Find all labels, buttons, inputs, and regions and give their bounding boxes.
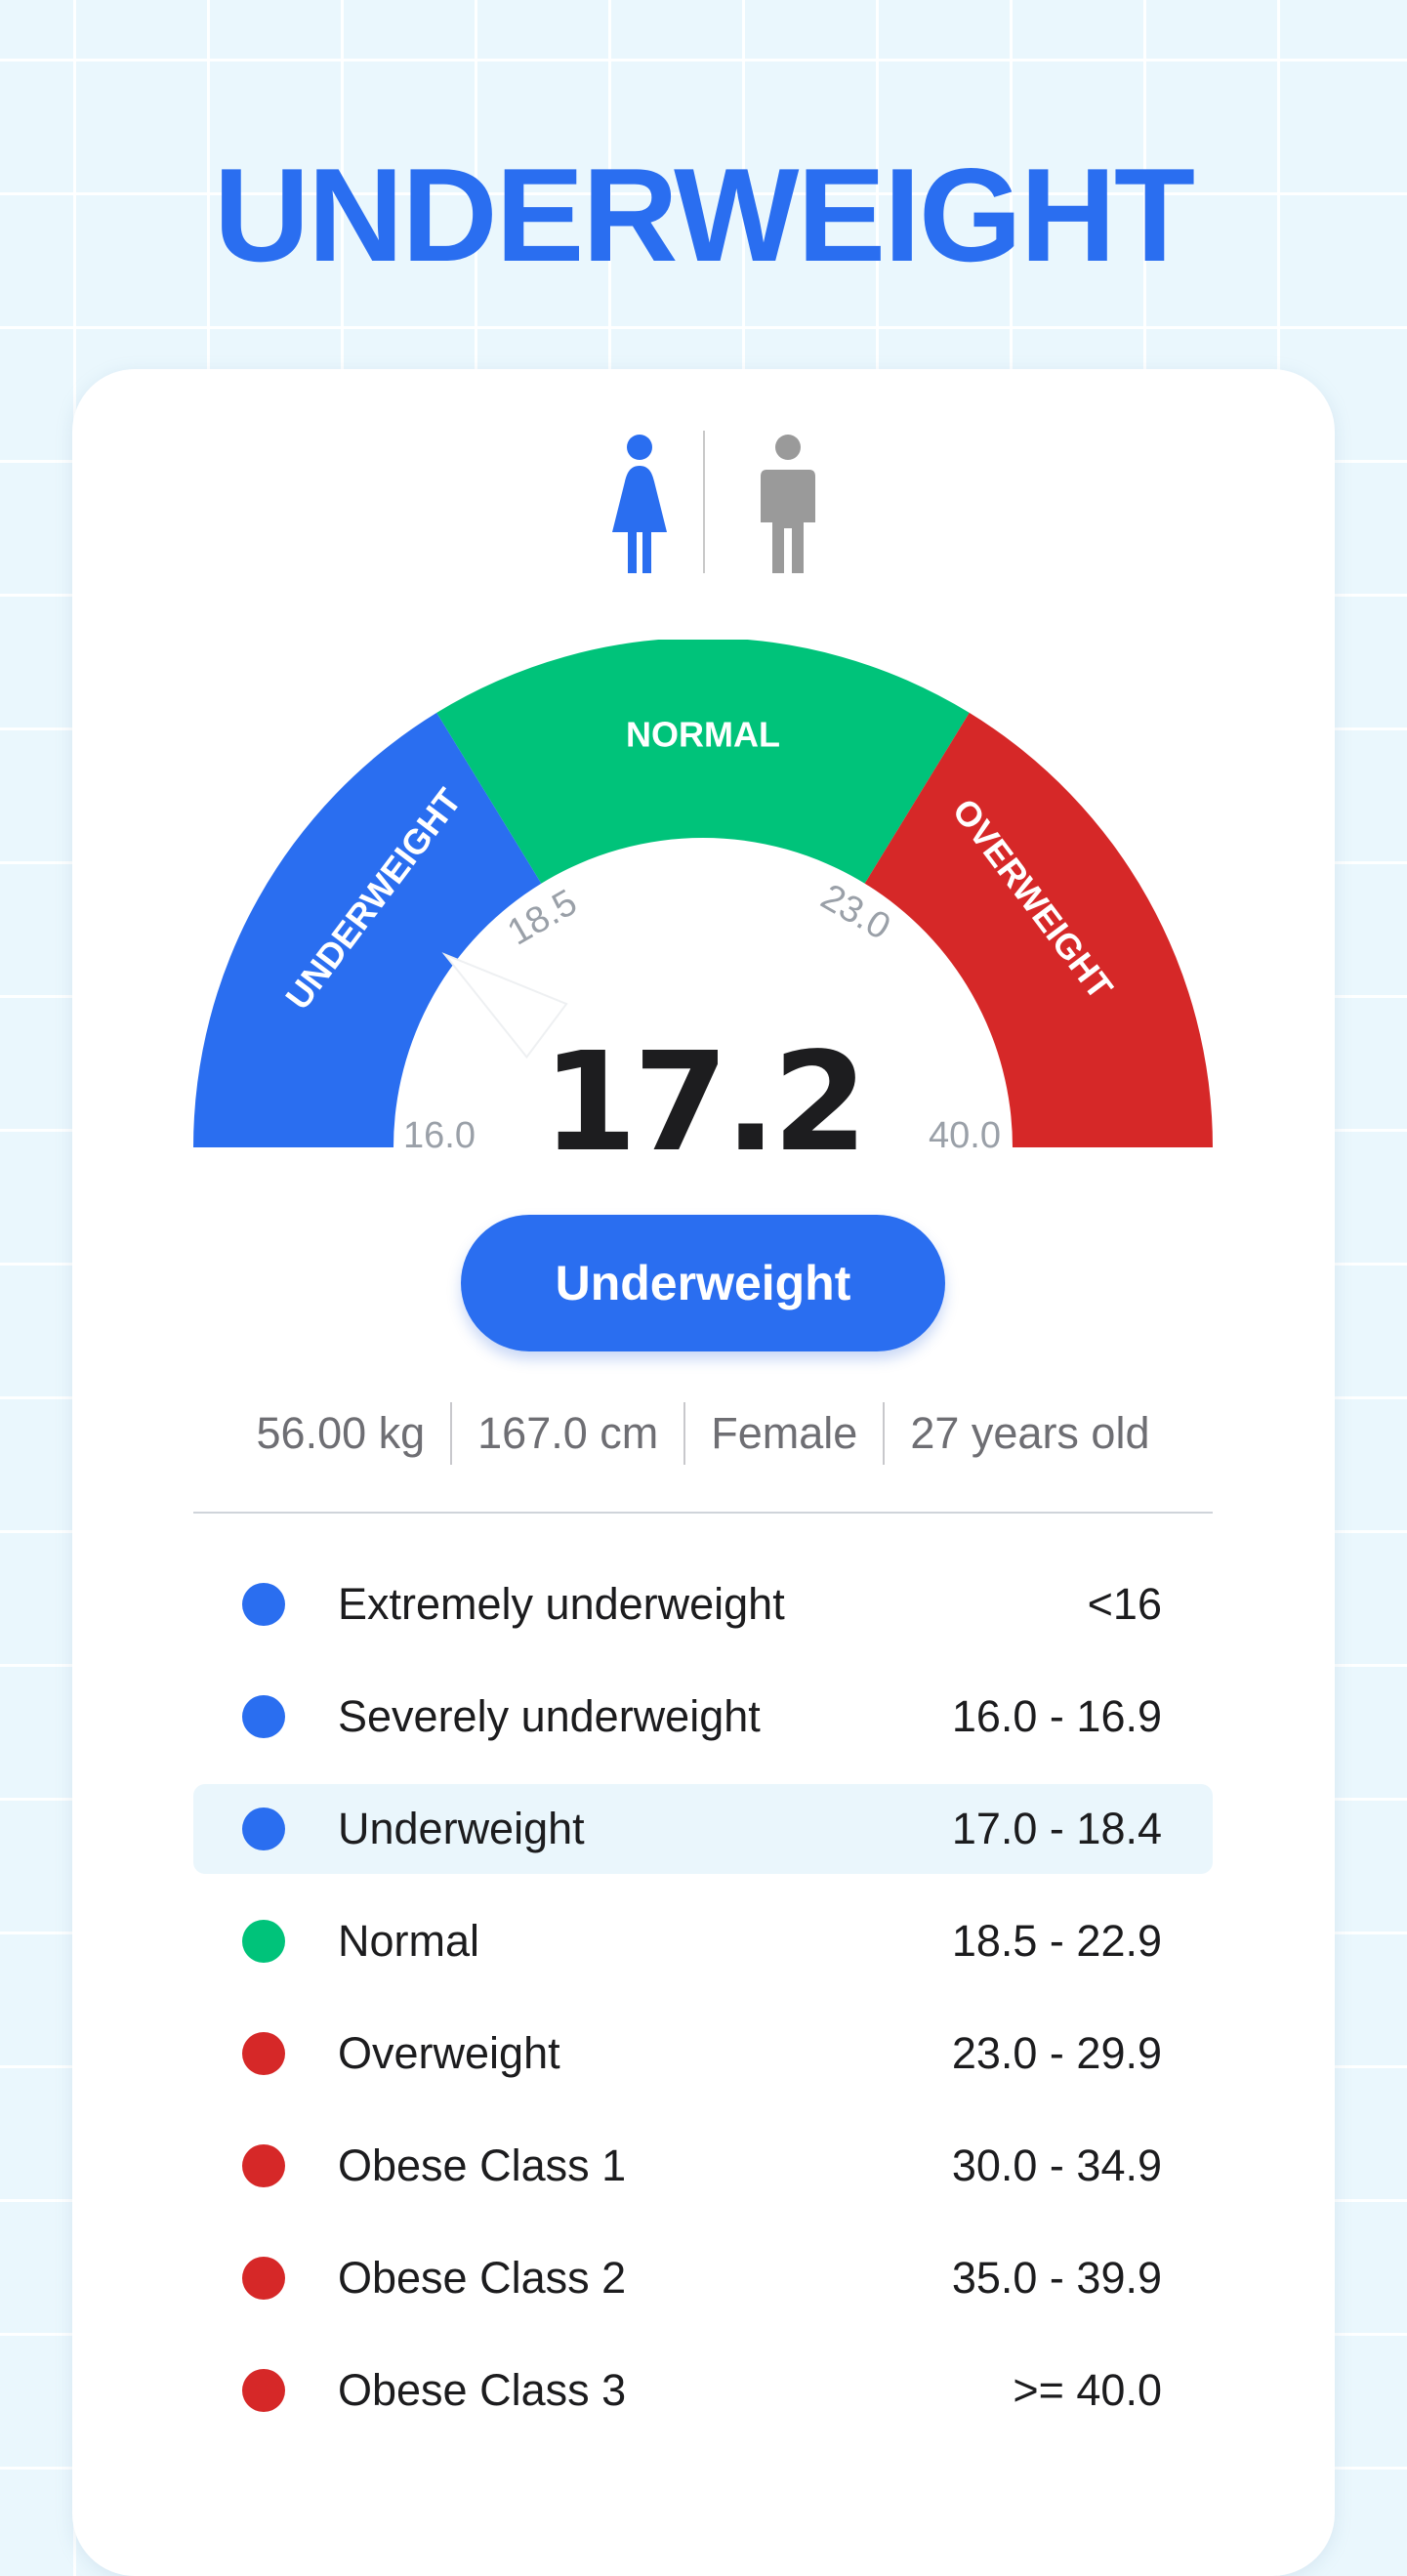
category-label: Severely underweight bbox=[338, 1691, 761, 1741]
gauge-pointer bbox=[441, 952, 568, 1059]
category-dot bbox=[242, 2032, 285, 2075]
category-range: 23.0 - 29.9 bbox=[951, 2028, 1162, 2078]
category-dot bbox=[242, 2257, 285, 2300]
category-label: Extremely underweight bbox=[338, 1579, 785, 1629]
category-range: 16.0 - 16.9 bbox=[951, 1691, 1162, 1741]
male-icon-head bbox=[775, 435, 801, 460]
profile-separator bbox=[450, 1402, 453, 1465]
bmi-category-button[interactable]: Underweight bbox=[461, 1215, 945, 1351]
profile-separator bbox=[683, 1402, 686, 1465]
category-range: 30.0 - 34.9 bbox=[951, 2140, 1162, 2190]
gauge-tick-label: 40.0 bbox=[929, 1115, 1001, 1156]
table-row: Severely underweight 16.0 - 16.9 bbox=[193, 1672, 1213, 1762]
table-row: Obese Class 1 30.0 - 34.9 bbox=[193, 2121, 1213, 2211]
category-range: >= 40.0 bbox=[1013, 2365, 1162, 2415]
female-icon-body bbox=[612, 466, 667, 573]
category-range: 35.0 - 39.9 bbox=[951, 2253, 1162, 2303]
gauge-label-normal: NORMAL bbox=[626, 715, 780, 755]
male-person-icon bbox=[761, 435, 815, 573]
category-dot bbox=[242, 2369, 285, 2412]
category-dot bbox=[242, 1583, 285, 1626]
gauge-tick-label: 16.0 bbox=[403, 1115, 476, 1156]
table-row: Normal 18.5 - 22.9 bbox=[193, 1896, 1213, 1986]
gender-switch bbox=[561, 431, 835, 573]
divider bbox=[193, 1512, 1213, 1514]
gauge-segment-overweight bbox=[864, 712, 1213, 1147]
female-person-icon bbox=[612, 435, 667, 573]
weight-value: 56.00 kg bbox=[256, 1408, 426, 1458]
table-row: Obese Class 3 >= 40.0 bbox=[193, 2346, 1213, 2435]
table-row: Obese Class 2 35.0 - 39.9 bbox=[193, 2233, 1213, 2323]
category-dot bbox=[242, 1807, 285, 1850]
category-range: <16 bbox=[1087, 1579, 1162, 1629]
category-label: Normal bbox=[338, 1916, 480, 1966]
page-title: UNDERWEIGHT bbox=[213, 141, 1195, 289]
bmi-category-table: Extremely underweight <16 Severely under… bbox=[193, 1559, 1213, 2458]
male-button[interactable] bbox=[739, 431, 837, 573]
gender-divider bbox=[703, 431, 705, 573]
category-range: 17.0 - 18.4 bbox=[951, 1804, 1162, 1853]
bmi-gauge: UNDERWEIGHT NORMAL OVERWEIGHT 16.0 18.5 23.0 4… bbox=[193, 640, 1213, 1167]
male-icon-body bbox=[761, 470, 815, 573]
category-label: Obese Class 2 bbox=[338, 2253, 627, 2303]
female-button[interactable] bbox=[591, 431, 688, 573]
height-value: 167.0 cm bbox=[477, 1408, 659, 1458]
category-range: 18.5 - 22.9 bbox=[951, 1916, 1162, 1966]
table-row: Overweight 23.0 - 29.9 bbox=[193, 2009, 1213, 2098]
profile-summary: 56.00 kg 167.0 cm Female 27 years old bbox=[193, 1396, 1213, 1471]
category-label: Overweight bbox=[338, 2028, 560, 2078]
bmi-value: 17.2 bbox=[542, 1023, 867, 1183]
gauge-segment-normal bbox=[436, 640, 970, 884]
table-row: Extremely underweight <16 bbox=[193, 1559, 1213, 1649]
gauge-segment-underweight bbox=[193, 712, 542, 1147]
category-label: Underweight bbox=[338, 1804, 585, 1853]
table-row: Underweight 17.0 - 18.4 bbox=[193, 1784, 1213, 1874]
profile-separator bbox=[883, 1402, 886, 1465]
category-dot bbox=[242, 1695, 285, 1738]
category-dot bbox=[242, 1920, 285, 1963]
sex-value: Female bbox=[711, 1408, 858, 1458]
category-dot bbox=[242, 2144, 285, 2187]
category-label: Obese Class 3 bbox=[338, 2365, 627, 2415]
age-value: 27 years old bbox=[910, 1408, 1150, 1458]
category-label: Obese Class 1 bbox=[338, 2140, 627, 2190]
female-icon-head bbox=[627, 435, 652, 460]
